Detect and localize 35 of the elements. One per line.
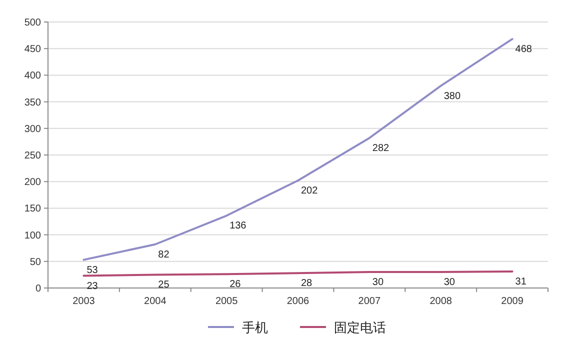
data-label: 380 <box>444 90 461 102</box>
y-tick-label: 150 <box>24 204 42 215</box>
x-tick-label: 2005 <box>215 296 238 307</box>
legend-label: 手机 <box>242 320 268 335</box>
line-series <box>82 38 514 261</box>
y-tick-label: 450 <box>24 44 42 56</box>
data-label: 468 <box>515 44 532 56</box>
y-tick-label: 400 <box>24 70 42 82</box>
x-tick-label: 2009 <box>501 296 524 307</box>
data-label: 30 <box>444 277 456 288</box>
data-label: 282 <box>372 142 390 154</box>
y-tick-label: 100 <box>24 230 42 242</box>
x-tick-label: 2008 <box>430 296 452 307</box>
x-tick-label: 2004 <box>144 296 167 307</box>
y-tick-label: 500 <box>24 18 42 28</box>
y-tick-label: 250 <box>24 150 42 162</box>
data-label: 23 <box>86 280 98 292</box>
data-label: 28 <box>301 278 313 290</box>
x-tick-label: 2007 <box>358 296 381 307</box>
y-tick-label: 300 <box>24 124 42 135</box>
y-tick-label: 350 <box>24 97 42 108</box>
data-label: 30 <box>372 277 384 288</box>
data-label: 53 <box>86 264 98 276</box>
legend-label: 固定电话 <box>334 320 386 335</box>
x-tick-label: 2003 <box>72 296 96 307</box>
y-tick-label: 50 <box>30 256 42 268</box>
data-label: 82 <box>158 249 170 260</box>
data-label: 25 <box>158 280 170 291</box>
data-label: 26 <box>230 279 242 290</box>
y-tick-label: 200 <box>24 177 42 188</box>
data-label: 202 <box>301 186 318 197</box>
y-tick-label: 0 <box>35 284 42 294</box>
x-tick-label: 2006 <box>286 296 310 307</box>
data-label: 136 <box>230 220 247 232</box>
data-label: 31 <box>515 276 527 288</box>
